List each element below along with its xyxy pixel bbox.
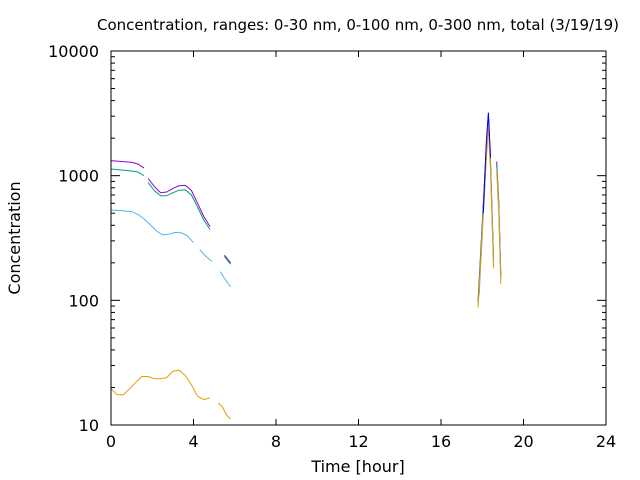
y-axis-label: Concentration xyxy=(5,181,24,294)
series-2-segment xyxy=(219,271,232,288)
x-tick-label: 24 xyxy=(596,432,616,451)
x-tick-label: 0 xyxy=(106,432,116,451)
x-tick-label: 12 xyxy=(348,432,368,451)
series-3-line xyxy=(110,126,502,420)
series-1-segment xyxy=(147,182,211,230)
y-tick-label: 100 xyxy=(68,291,99,310)
y-tick-label: 1000 xyxy=(58,167,99,186)
series-2-segment xyxy=(110,209,194,244)
series-1-segment xyxy=(224,256,231,265)
series-4-segment xyxy=(482,112,491,214)
series-2-segment xyxy=(199,249,213,262)
series-1-segment xyxy=(110,168,145,177)
x-tick-label: 8 xyxy=(271,432,281,451)
series-3-segment xyxy=(217,402,231,420)
plot-area xyxy=(110,112,502,420)
x-axis-label: Time [hour] xyxy=(310,457,404,476)
x-tick-label: 20 xyxy=(513,432,533,451)
x-tick-label: 4 xyxy=(188,432,198,451)
x-tick-label: 16 xyxy=(431,432,451,451)
y-tick-label: 10000 xyxy=(48,42,99,61)
series-3-segment xyxy=(110,369,211,401)
y-axis: 10 100 1000 10000 xyxy=(48,42,606,435)
chart-title: Concentration, ranges: 0-30 nm, 0-100 nm… xyxy=(97,16,619,34)
series-3-segment xyxy=(496,170,502,285)
y-tick-label: 10 xyxy=(79,416,99,435)
series-3-segment xyxy=(477,126,495,308)
series-0-segment xyxy=(110,160,145,169)
series-0-segment xyxy=(147,178,211,227)
series-4-line xyxy=(482,112,491,214)
x-axis: 0 4 8 12 16 20 24 xyxy=(106,51,616,451)
series-0-segment xyxy=(224,254,231,264)
